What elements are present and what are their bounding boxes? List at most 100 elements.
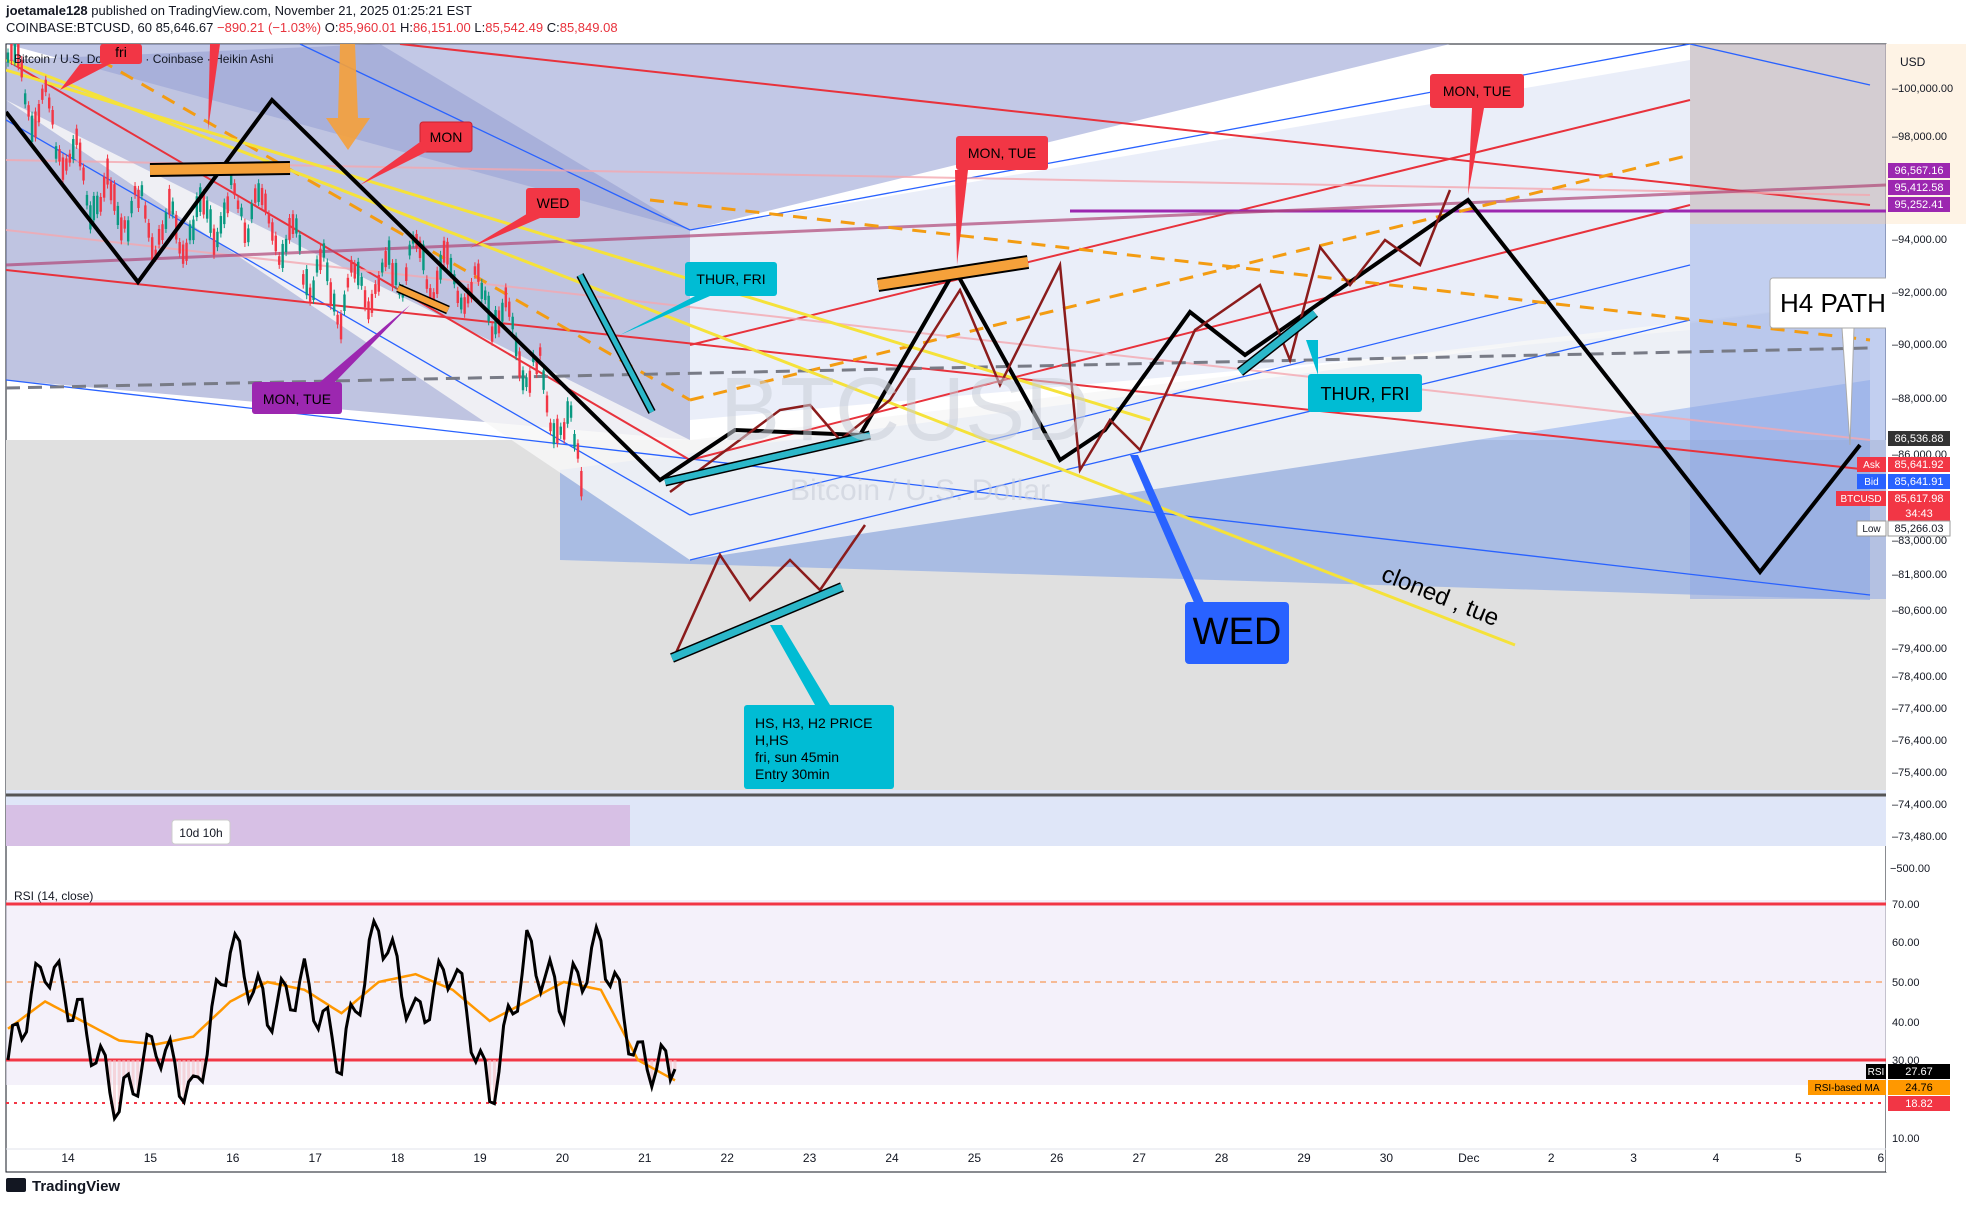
candle-body	[501, 302, 504, 322]
red-trend-lines	[6, 44, 1871, 471]
rsi-line	[6, 916, 677, 1123]
candle-body	[291, 214, 295, 235]
callout-thur-fri-2: THUR, FRI	[1306, 340, 1422, 412]
candle-body	[343, 294, 346, 311]
candle-body	[312, 280, 315, 301]
candle-body	[72, 139, 75, 160]
candle-body	[350, 259, 353, 273]
candle-body	[422, 244, 425, 271]
candle-body	[521, 370, 525, 391]
candle-body	[477, 263, 480, 282]
price-tag-countdown: 34:43	[1905, 508, 1933, 520]
candle-body	[442, 240, 446, 263]
price-axis-sub: −500.00	[1890, 863, 1930, 875]
time-axis-label: 29	[1297, 1151, 1311, 1165]
candle-body	[212, 228, 216, 255]
candle-body	[185, 242, 188, 261]
svg-text:WED: WED	[1193, 611, 1282, 653]
symbol: COINBASE:BTCUSD, 60	[6, 20, 152, 35]
close-label: C:	[546, 20, 560, 35]
candle-body	[405, 267, 408, 281]
candle-body	[525, 377, 528, 388]
time-axis-label: Dec	[1458, 1151, 1479, 1165]
svg-text:H,HS: H,HS	[755, 732, 788, 748]
publisher-name[interactable]: joetamale128	[6, 3, 88, 18]
callout-wed-small: WED	[470, 188, 580, 248]
price-tag-value: 85,617.98	[1895, 493, 1944, 505]
main-pane[interactable]: BTCUSD Bitcoin / U.S. Dollar Bitcoin / U…	[6, 39, 1890, 846]
price-axis-label: –75,400.00	[1892, 767, 1947, 779]
candle-body	[130, 200, 133, 214]
price-axis-label: –76,400.00	[1892, 735, 1947, 747]
candle-body	[535, 360, 538, 375]
range-label[interactable]: 10d 10h	[171, 819, 231, 845]
svg-text:10d 10h: 10d 10h	[179, 826, 222, 840]
candle-body	[576, 443, 580, 459]
candle-body	[394, 262, 398, 286]
open-value: 85,960.01	[338, 20, 397, 35]
candle-body	[556, 418, 559, 444]
candle-body	[326, 262, 329, 282]
currency-label[interactable]: USD	[1900, 55, 1926, 69]
candle-body	[168, 188, 171, 215]
callout-mon: MON	[360, 121, 473, 185]
candle-body	[466, 287, 470, 304]
price-axis[interactable]	[1886, 44, 1970, 1172]
candle-body	[484, 290, 487, 301]
candle-body	[473, 266, 477, 275]
candle-body	[298, 235, 302, 251]
candle-body	[305, 269, 308, 296]
candle-body	[216, 231, 219, 248]
rsi-axis-label: 70.00	[1892, 899, 1920, 911]
candle-body	[542, 370, 545, 390]
candle-body	[23, 93, 27, 105]
candle-body	[511, 316, 514, 330]
publisher-line: joetamale128 published on TradingView.co…	[6, 3, 472, 18]
time-axis-labels[interactable]: 14 15 16 17 18 19 20 21 22 23 24 25 26 27 28 29 30 Dec 2 3 4…	[61, 1151, 1884, 1165]
rsi-pane[interactable]: RSI (14, close) 70.0060.0050.0040.0030.0…	[6, 889, 1950, 1145]
price-axis-label: –74,400.00	[1892, 799, 1947, 811]
candle-body	[10, 44, 13, 62]
candle-body	[353, 263, 356, 279]
time-axis-label: 15	[144, 1151, 158, 1165]
time-axis-label: 25	[968, 1151, 982, 1165]
callout-thur-fri-1: THUR, FRI	[620, 262, 777, 335]
price-axis-label: –92,000.00	[1892, 287, 1947, 299]
svg-text:fri, sun 45min: fri, sun 45min	[755, 749, 839, 765]
top-channel-fill	[6, 44, 1450, 230]
candle-body	[480, 282, 483, 299]
candle-body	[75, 128, 78, 145]
watermark-symbol: BTCUSD	[720, 360, 1090, 460]
candle-body	[48, 97, 51, 109]
price-axis-label: –79,400.00	[1892, 643, 1947, 655]
candle-body	[20, 60, 23, 78]
time-axis-label: 22	[721, 1151, 735, 1165]
candle-body	[346, 277, 350, 288]
svg-text:THUR, FRI: THUR, FRI	[696, 271, 765, 287]
candle-body	[329, 282, 332, 306]
candle-body	[377, 275, 380, 292]
candle-body	[157, 228, 161, 245]
svg-text:RSI-based MA: RSI-based MA	[1814, 1083, 1879, 1094]
price-axis-label: –88,000.00	[1892, 393, 1947, 405]
candle-body	[30, 115, 34, 142]
candle-body	[37, 103, 41, 123]
series-legend: Bitcoin / U.S. Dollar · 1h · Coinbase · …	[14, 52, 273, 66]
candle-body	[254, 188, 257, 203]
callout-mon-tue-top: MON, TUE	[1430, 74, 1524, 195]
candle-body	[446, 241, 449, 265]
candle-body	[387, 240, 391, 265]
candle-body	[552, 423, 556, 445]
blue-channel-lines	[6, 44, 1871, 596]
tradingview-logo[interactable]: TradingView	[6, 1178, 120, 1195]
candle-body	[264, 193, 267, 212]
svg-text:WED: WED	[537, 195, 570, 211]
candle-body	[120, 217, 123, 241]
candle-body	[429, 288, 432, 303]
candle-body	[504, 287, 508, 308]
tradingview-icon	[6, 1178, 26, 1192]
price-tag-value: 86,536.88	[1895, 433, 1944, 445]
price-axis-label: –83,000.00	[1892, 535, 1947, 547]
time-axis-label: 18	[391, 1151, 405, 1165]
